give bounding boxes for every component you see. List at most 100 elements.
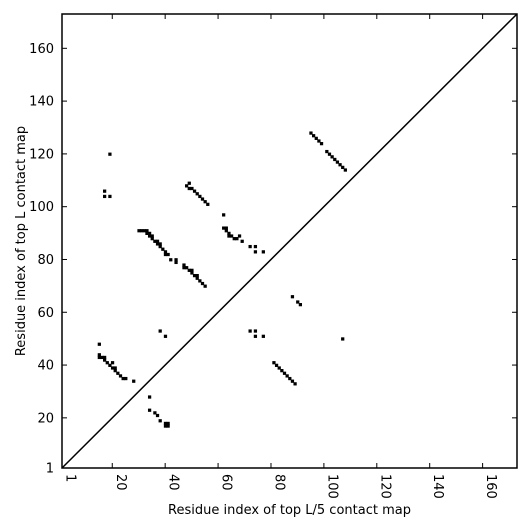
contact-cell: [195, 273, 199, 278]
contact-cell: [110, 361, 115, 365]
contact-cell: [108, 194, 112, 199]
contact-cell-lower: [290, 379, 295, 383]
contact-cell: [153, 239, 157, 243]
contact-cell: [187, 268, 191, 272]
contact-cell: [198, 194, 202, 199]
x-tick-label: 1: [63, 474, 78, 482]
y-tick-label: 40: [37, 359, 54, 374]
contact-cell: [97, 342, 101, 346]
contact-cell: [103, 355, 107, 360]
x-tick-label: 20: [113, 474, 128, 491]
contact-cell: [163, 424, 168, 428]
contact-cell: [232, 237, 236, 241]
contact-cell: [190, 271, 194, 275]
contact-cell: [147, 395, 152, 399]
contact-cell: [182, 263, 186, 267]
contact-cell-upper: [317, 139, 321, 143]
contact-cell: [158, 244, 162, 249]
contact-cell: [150, 237, 154, 241]
contact-cell: [185, 266, 189, 270]
contact-cell-lower: [277, 366, 281, 370]
contact-cell-upper: [341, 165, 345, 170]
x-tick-label: 100: [324, 474, 339, 499]
contact-cell-upper: [330, 155, 334, 159]
contact-cell: [222, 226, 226, 230]
contact-cell: [195, 192, 199, 196]
contact-cell: [166, 424, 170, 428]
contact-cell: [261, 334, 265, 338]
y-axis-label: Residue index of top L contact map: [14, 126, 29, 356]
diagonal-line: [61, 13, 518, 469]
contact-cell: [290, 295, 295, 299]
x-tick-label: 160: [483, 474, 498, 499]
contact-cell: [235, 237, 239, 241]
contact-cell: [103, 189, 107, 193]
contact-cell: [147, 234, 152, 238]
contact-cell: [203, 284, 207, 288]
contact-cell-lower: [288, 376, 292, 381]
contact-cell-lower: [280, 369, 284, 373]
contact-cell: [198, 279, 202, 283]
contact-cell: [147, 408, 152, 412]
contact-cell: [237, 234, 242, 238]
contact-cell: [341, 337, 345, 341]
contact-cell: [166, 252, 170, 257]
contact-cell: [145, 229, 149, 233]
contact-cell: [185, 184, 189, 188]
contact-cell: [140, 229, 144, 233]
contact-cell: [195, 276, 199, 280]
contact-cell: [190, 268, 194, 272]
x-tick-label: 60: [219, 474, 234, 491]
contact-cell: [108, 363, 112, 367]
contact-cell: [100, 355, 104, 360]
contact-cell: [155, 239, 160, 243]
contact-cell: [158, 242, 162, 246]
contact-cell: [161, 247, 165, 251]
plot-frame: [61, 13, 518, 469]
contact-cell: [108, 152, 112, 156]
contact-cell: [227, 234, 231, 238]
contact-cell: [224, 229, 228, 233]
x-tick-label: 140: [430, 474, 445, 499]
contact-cell: [163, 250, 168, 254]
y-tick-label: 1: [46, 462, 54, 477]
contact-cell: [166, 421, 170, 426]
contact-cell: [113, 366, 117, 370]
contact-cell: [158, 419, 162, 423]
contact-cell-upper: [333, 157, 337, 162]
contact-cell: [150, 234, 154, 238]
x-tick-label: 40: [166, 474, 181, 491]
contact-cell-upper: [309, 131, 313, 135]
x-tick-label: 120: [377, 474, 392, 499]
contact-cell: [174, 258, 178, 262]
contact-cell: [118, 374, 123, 378]
contact-cell: [155, 242, 160, 246]
y-tick-label: 100: [29, 200, 54, 215]
contact-cell: [132, 379, 136, 383]
contact-cell-upper: [327, 152, 332, 156]
contact-cell-lower: [274, 363, 279, 367]
contact-cell: [187, 181, 191, 185]
x-axis-ticks: 1 20 40 60 80 100 120 140 160: [61, 14, 498, 499]
contact-cell: [97, 355, 101, 360]
y-tick-label: 60: [37, 306, 54, 321]
contact-cell: [190, 186, 194, 191]
contact-cell-upper: [335, 160, 340, 164]
contact-cells: [97, 131, 347, 428]
contact-cell: [253, 329, 258, 333]
contact-cell-upper: [319, 142, 324, 146]
contact-cell: [103, 358, 107, 362]
contact-cell: [248, 329, 252, 333]
contact-cell: [224, 226, 228, 230]
contact-cell: [169, 258, 173, 262]
contact-cell: [163, 421, 168, 426]
y-tick-label: 80: [37, 253, 54, 268]
contact-cell-lower: [285, 374, 289, 378]
contact-cell: [253, 250, 258, 254]
contact-cell-upper: [343, 168, 347, 172]
contact-cell: [163, 252, 168, 257]
contact-cell: [155, 413, 160, 418]
contact-cell: [200, 197, 205, 201]
y-tick-label: 140: [29, 95, 54, 110]
